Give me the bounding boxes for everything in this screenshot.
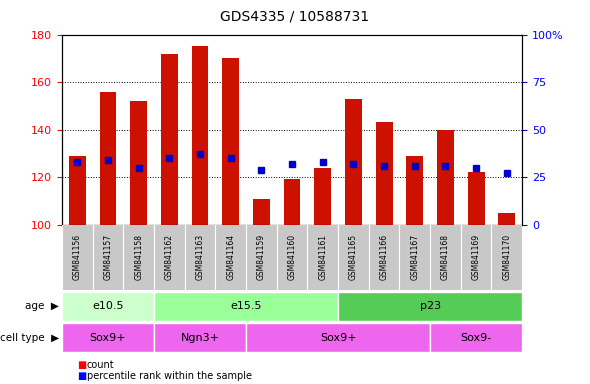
Text: p23: p23 <box>419 301 441 311</box>
Text: GSM841163: GSM841163 <box>195 234 205 280</box>
Text: Sox9+: Sox9+ <box>320 333 356 343</box>
Text: percentile rank within the sample: percentile rank within the sample <box>87 371 252 381</box>
Text: GSM841166: GSM841166 <box>379 234 389 280</box>
Bar <box>222 58 239 225</box>
Text: cell type  ▶: cell type ▶ <box>0 333 59 343</box>
Text: count: count <box>87 360 114 370</box>
Text: ■: ■ <box>77 371 86 381</box>
Text: Sox9+: Sox9+ <box>90 333 126 343</box>
Text: Sox9-: Sox9- <box>461 333 491 343</box>
Text: GSM841160: GSM841160 <box>287 234 297 280</box>
Bar <box>154 323 246 352</box>
Text: GSM841156: GSM841156 <box>73 234 82 280</box>
Bar <box>69 156 86 225</box>
Text: e15.5: e15.5 <box>230 301 262 311</box>
Text: GSM841158: GSM841158 <box>134 234 143 280</box>
Text: GSM841170: GSM841170 <box>502 234 512 280</box>
Bar <box>430 323 522 352</box>
Text: GSM841165: GSM841165 <box>349 234 358 280</box>
Text: GSM841168: GSM841168 <box>441 234 450 280</box>
Bar <box>376 122 392 225</box>
Bar <box>100 92 116 225</box>
Bar <box>253 199 270 225</box>
Text: GSM841167: GSM841167 <box>410 234 419 280</box>
Bar <box>62 323 154 352</box>
Text: GSM841164: GSM841164 <box>226 234 235 280</box>
Bar <box>437 130 454 225</box>
Bar <box>468 172 484 225</box>
Bar <box>284 179 300 225</box>
Bar <box>161 53 178 225</box>
Bar <box>192 46 208 225</box>
Text: ■: ■ <box>77 360 86 370</box>
Text: Ngn3+: Ngn3+ <box>181 333 219 343</box>
Text: GSM841161: GSM841161 <box>318 234 327 280</box>
Text: age  ▶: age ▶ <box>25 301 59 311</box>
Bar <box>246 323 430 352</box>
Bar <box>499 213 515 225</box>
Text: GSM841162: GSM841162 <box>165 234 174 280</box>
Text: GDS4335 / 10588731: GDS4335 / 10588731 <box>221 10 369 23</box>
Text: GSM841169: GSM841169 <box>471 234 481 280</box>
Text: e10.5: e10.5 <box>92 301 124 311</box>
Bar <box>62 292 154 321</box>
Bar <box>345 99 362 225</box>
Bar <box>407 156 423 225</box>
Bar <box>130 101 147 225</box>
Bar <box>314 168 331 225</box>
Text: GSM841159: GSM841159 <box>257 234 266 280</box>
Text: GSM841157: GSM841157 <box>103 234 113 280</box>
Bar <box>154 292 338 321</box>
Bar <box>338 292 522 321</box>
